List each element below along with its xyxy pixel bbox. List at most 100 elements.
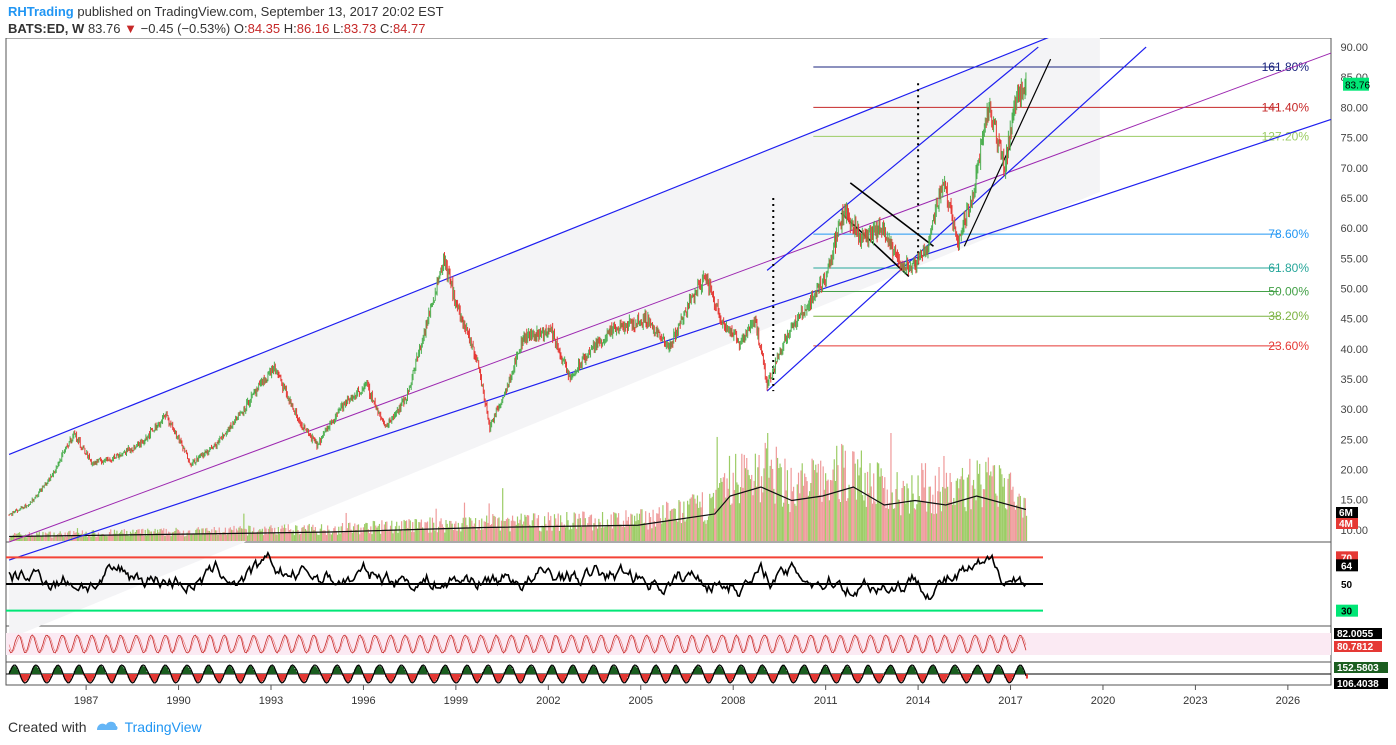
footer: Created with TradingView bbox=[8, 718, 202, 735]
volume-bar bbox=[108, 532, 111, 541]
volume-bar bbox=[191, 534, 193, 541]
volume-bar bbox=[815, 464, 817, 541]
x-tick-label: 1999 bbox=[444, 695, 468, 707]
osc2-histogram-bar bbox=[392, 674, 395, 679]
osc2-histogram-bar bbox=[247, 666, 250, 674]
volume-bar bbox=[161, 530, 164, 541]
osc2-histogram-bar bbox=[156, 674, 159, 678]
y-tick-label: 55.00 bbox=[1340, 253, 1368, 265]
osc2-histogram-bar bbox=[825, 667, 828, 674]
osc2-histogram-bar bbox=[140, 667, 143, 674]
volume-bar bbox=[792, 486, 795, 541]
osc2-histogram-bar bbox=[662, 674, 665, 680]
volume-bar bbox=[821, 501, 823, 541]
osc2-histogram-bar bbox=[760, 666, 763, 674]
volume-bar bbox=[600, 527, 602, 541]
osc2-histogram-bar bbox=[505, 669, 508, 674]
volume-bar bbox=[255, 532, 257, 541]
volume-bar bbox=[186, 532, 188, 541]
volume-bar bbox=[837, 465, 839, 541]
volume-bar bbox=[122, 533, 124, 541]
volume-bar bbox=[701, 492, 703, 541]
osc2-histogram-bar bbox=[858, 674, 861, 681]
osc2-histogram-bar bbox=[676, 667, 679, 674]
volume-bar bbox=[825, 473, 827, 541]
osc2-histogram-bar bbox=[947, 674, 950, 676]
volume-bar bbox=[650, 517, 652, 541]
osc2-histogram-bar bbox=[409, 674, 412, 682]
tradingview-link[interactable]: TradingView bbox=[124, 718, 202, 735]
volume-bar bbox=[627, 516, 630, 541]
osc2-histogram-bar bbox=[32, 668, 35, 674]
volume-bar bbox=[773, 488, 775, 541]
osc2-histogram-bar bbox=[882, 674, 885, 675]
y-tick-label: 35.00 bbox=[1340, 374, 1368, 386]
volume-bar bbox=[173, 531, 175, 541]
osc2-histogram-bar bbox=[371, 674, 374, 678]
symbol-name[interactable]: BATS:ED, W bbox=[8, 21, 85, 36]
y-tick-label: 15.00 bbox=[1340, 495, 1368, 507]
volume-bar bbox=[361, 532, 363, 541]
volume-bar bbox=[271, 528, 273, 541]
osc2-histogram-bar bbox=[956, 669, 959, 674]
volume-bar bbox=[356, 524, 358, 541]
x-tick-label: 2023 bbox=[1183, 695, 1207, 707]
volume-bar bbox=[90, 536, 92, 541]
osc2-histogram-bar bbox=[955, 666, 958, 674]
osc2-histogram-bar bbox=[931, 666, 934, 674]
osc2-histogram-bar bbox=[854, 674, 857, 682]
osc2-histogram-bar bbox=[708, 674, 711, 682]
publish-line: RHTrading published on TradingView.com, … bbox=[8, 4, 444, 19]
volume-bar bbox=[673, 508, 675, 541]
volume-bar bbox=[791, 491, 793, 541]
y-tick-label: 90.00 bbox=[1340, 42, 1368, 54]
volume-bar bbox=[956, 478, 959, 541]
volume-bar bbox=[772, 468, 774, 541]
volume-bar bbox=[265, 528, 267, 541]
price-chart[interactable]: 161.80% 141.40% 127.20% 78.60% 61.80% 50.00% 3… bbox=[0, 38, 1396, 710]
publish-info: published on TradingView.com, September … bbox=[77, 4, 444, 19]
osc2-histogram-bar bbox=[614, 667, 617, 674]
osc2-histogram-bar bbox=[616, 669, 619, 674]
osc2-histogram-bar bbox=[611, 666, 614, 674]
volume-bar bbox=[1009, 472, 1012, 541]
volume-bar bbox=[462, 517, 464, 541]
volume-bar bbox=[540, 531, 542, 541]
volume-bar bbox=[631, 514, 633, 541]
volume-bar bbox=[593, 523, 595, 541]
osc2-histogram-bar bbox=[349, 674, 352, 680]
volume-bar bbox=[942, 486, 944, 541]
volume-bar bbox=[256, 531, 259, 541]
x-tick-label: 2011 bbox=[814, 695, 838, 707]
x-tick-label: 1987 bbox=[74, 695, 98, 707]
osc2-histogram-bar bbox=[337, 666, 340, 674]
osc2-histogram-bar bbox=[674, 666, 677, 674]
volume-bar bbox=[465, 517, 467, 541]
volume-bar bbox=[882, 488, 885, 541]
volume-bar bbox=[617, 513, 620, 541]
volume-bar bbox=[10, 536, 12, 541]
volume-bar bbox=[843, 467, 845, 541]
osc2-histogram-bar bbox=[950, 668, 953, 674]
x-tick-label: 2005 bbox=[629, 695, 653, 707]
volume-bar bbox=[313, 529, 315, 541]
osc2-histogram-bar bbox=[87, 674, 90, 682]
fib-level-label: 78.60% bbox=[1268, 227, 1309, 241]
osc2-histogram-bar bbox=[733, 674, 736, 677]
osc2-histogram-bar bbox=[357, 666, 360, 674]
osc2-histogram-bar bbox=[727, 674, 730, 681]
volume-bar bbox=[285, 528, 287, 541]
x-tick-label: 2020 bbox=[1091, 695, 1115, 707]
volume-bar bbox=[797, 472, 800, 541]
osc2-histogram-bar bbox=[443, 666, 446, 674]
volume-bar bbox=[524, 514, 526, 541]
volume-bar bbox=[1001, 474, 1003, 541]
author-name[interactable]: RHTrading bbox=[8, 4, 74, 19]
volume-bar bbox=[873, 473, 875, 541]
volume-bar bbox=[622, 520, 625, 541]
volume-bar bbox=[727, 488, 729, 541]
osc2-histogram-bar bbox=[289, 667, 292, 674]
volume-bar bbox=[661, 523, 663, 541]
volume-bar bbox=[677, 521, 679, 541]
volume-bar bbox=[1017, 496, 1019, 541]
